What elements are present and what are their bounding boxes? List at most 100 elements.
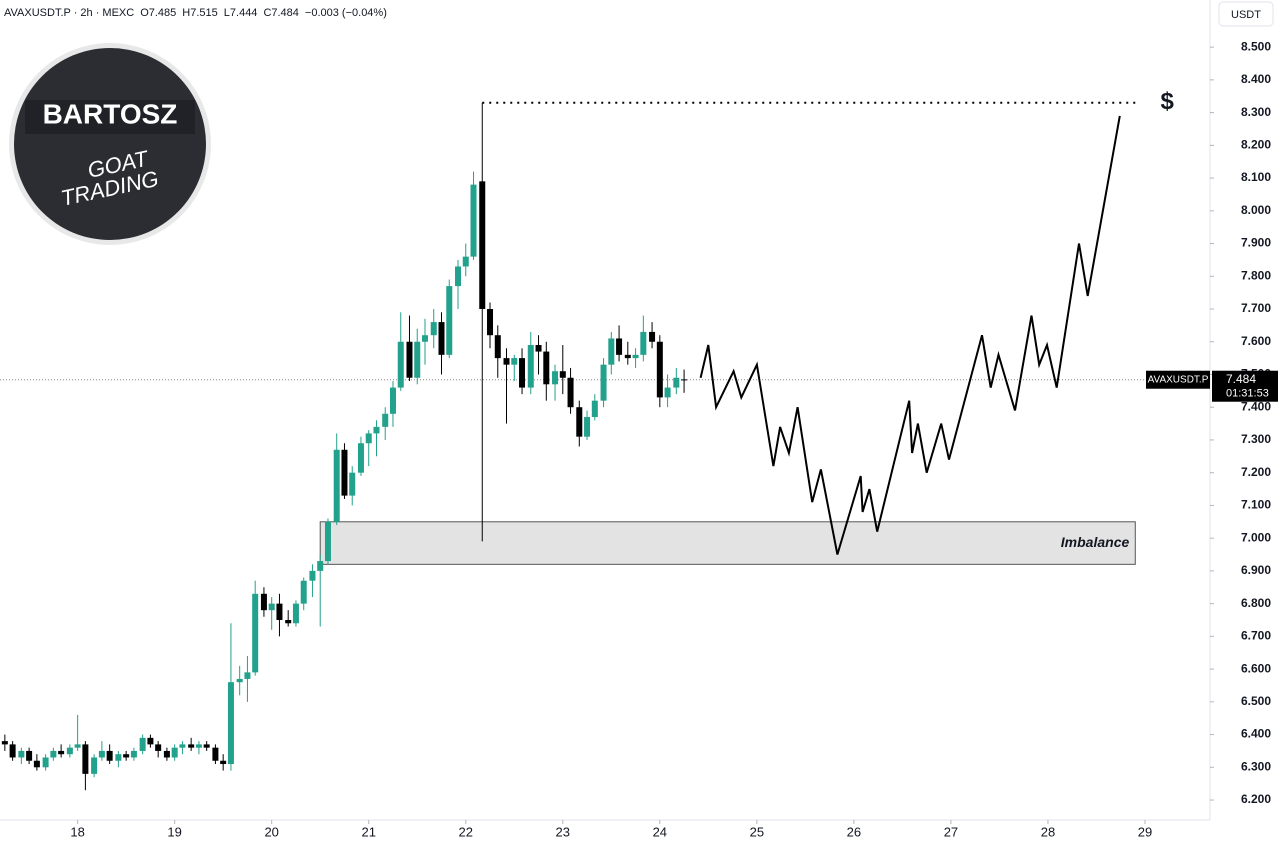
- x-tick-label: 26: [847, 824, 861, 839]
- candle-body: [163, 750, 170, 758]
- candle-body: [608, 338, 615, 365]
- candle-body: [91, 757, 98, 774]
- candle-body: [406, 341, 413, 378]
- y-tick-label: 8.500: [1241, 39, 1271, 53]
- candle-body: [454, 266, 461, 287]
- currency: USDT: [1231, 9, 1261, 21]
- candle-body: [576, 407, 583, 437]
- y-tick-label: 8.200: [1241, 138, 1271, 152]
- candle-body: [333, 449, 340, 522]
- y-tick-label: 8.100: [1241, 170, 1271, 184]
- projection-path: [699, 115, 1121, 555]
- candle-body: [600, 364, 607, 401]
- candle-body: [82, 744, 89, 774]
- candle-body: [147, 737, 154, 745]
- symbol-tag-text: AVAXUSDT.P: [1148, 374, 1209, 385]
- candle-body: [673, 377, 680, 388]
- candle-body: [487, 309, 494, 336]
- candle-body: [188, 744, 195, 748]
- candle-body: [640, 331, 647, 355]
- candle-body: [300, 580, 307, 604]
- candle-body: [438, 322, 445, 355]
- imbalance-label: Imbalance: [1061, 534, 1130, 550]
- candle-body: [552, 371, 559, 385]
- candle-body: [236, 678, 243, 683]
- currency-box[interactable]: [1218, 1, 1274, 27]
- candle-body: [309, 570, 316, 581]
- header: AVAXUSDT.P · 2h · MEXC O7.485 H7.515 L7.444…: [4, 7, 387, 19]
- y-tick-label: 6.600: [1241, 661, 1271, 675]
- candle-body: [479, 181, 486, 310]
- header-item: C7.484: [263, 7, 298, 19]
- y-tick-label: 7.600: [1241, 334, 1271, 348]
- logo-name: BARTOSZ: [43, 98, 178, 129]
- countdown-text: 01:31:53: [1226, 388, 1269, 400]
- candle-body: [543, 351, 550, 385]
- header-item: O7.485: [140, 7, 176, 19]
- candle-body: [18, 750, 25, 758]
- y-tick-label: 6.900: [1241, 563, 1271, 577]
- candle-body: [285, 619, 292, 624]
- candle-body: [130, 750, 137, 758]
- candle-body: [74, 744, 81, 748]
- candle-body: [317, 561, 324, 571]
- price-tag-text: 7.484: [1226, 372, 1256, 386]
- y-tick-label: 7.300: [1241, 432, 1271, 446]
- x-tick-label: 27: [944, 824, 958, 839]
- candle-body: [649, 331, 656, 342]
- candle-body: [179, 744, 186, 748]
- header-item: L7.444: [224, 7, 258, 19]
- candle-body: [98, 750, 105, 758]
- candle-body: [123, 754, 130, 758]
- candle-body: [422, 335, 429, 342]
- y-tick-label: 6.200: [1241, 792, 1271, 806]
- y-tick-label: 7.200: [1241, 465, 1271, 479]
- candle-body: [220, 760, 227, 765]
- candle-body: [58, 750, 65, 755]
- candle-body: [33, 760, 40, 768]
- x-tick-label: 28: [1041, 824, 1055, 839]
- y-tick-label: 6.700: [1241, 629, 1271, 643]
- x-tick-label: 29: [1138, 824, 1152, 839]
- x-tick-label: 19: [167, 824, 181, 839]
- candle-body: [203, 744, 210, 748]
- candle-body: [503, 358, 510, 365]
- candle-body: [519, 358, 526, 388]
- candle-body: [382, 413, 389, 427]
- candle-body: [155, 744, 162, 751]
- x-tick-label: 22: [459, 824, 473, 839]
- candle-body: [244, 672, 251, 679]
- candle-body: [349, 472, 356, 496]
- candle-body: [212, 747, 219, 761]
- x-tick-label: 25: [750, 824, 764, 839]
- candle-body: [567, 377, 574, 408]
- candle-body: [195, 744, 202, 748]
- price-tag: [1212, 370, 1278, 402]
- candle-body: [446, 286, 453, 355]
- y-tick-label: 6.300: [1241, 759, 1271, 773]
- candle-body: [494, 335, 501, 359]
- candle-body: [292, 603, 299, 624]
- logo-badge: [14, 48, 206, 240]
- y-tick-label: 8.400: [1241, 72, 1271, 86]
- candle-body: [414, 341, 421, 378]
- y-tick-label: 7.400: [1241, 399, 1271, 413]
- candle-body: [227, 682, 234, 765]
- candle-body: [462, 256, 469, 267]
- candle-body: [365, 433, 372, 444]
- target-label: $: [1160, 88, 1174, 115]
- x-tick-label: 18: [70, 824, 84, 839]
- candle-body: [139, 737, 146, 751]
- y-tick-label: 7.800: [1241, 268, 1271, 282]
- candle-body: [430, 322, 437, 336]
- candle-body: [50, 750, 57, 758]
- x-tick-label: 23: [556, 824, 570, 839]
- candle-body: [115, 754, 122, 761]
- candle-body: [632, 354, 639, 359]
- candle-body: [341, 449, 348, 496]
- y-tick-label: 8.000: [1241, 203, 1271, 217]
- header-item: AVAXUSDT.P · 2h · MEXC: [4, 7, 134, 19]
- logo: BARTOSZ GOAT TRADING: [9, 43, 211, 245]
- candle-body: [42, 757, 49, 768]
- candle-body: [1, 741, 8, 745]
